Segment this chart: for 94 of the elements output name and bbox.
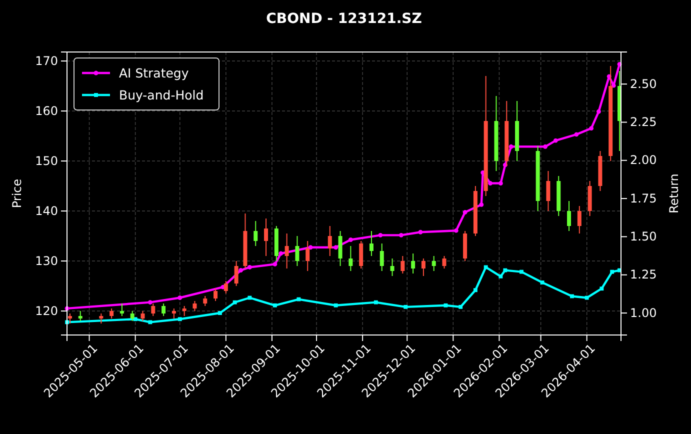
chart-title: CBOND - 123121.SZ — [266, 11, 422, 27]
y2-tick-label: 1.00 — [630, 306, 657, 320]
candlestick — [110, 308, 114, 319]
candlestick — [411, 253, 416, 274]
y-tick-label: 160 — [35, 104, 58, 118]
point — [232, 300, 237, 304]
point — [178, 296, 182, 300]
point — [247, 265, 252, 270]
candlestick — [359, 240, 364, 269]
legend-label: Buy-and-Hold — [119, 88, 204, 102]
point — [444, 303, 448, 308]
point — [133, 317, 138, 322]
y-tick-label: 150 — [35, 154, 58, 168]
point — [272, 303, 277, 308]
point — [540, 280, 544, 284]
candlestick — [162, 303, 166, 316]
y2-tick-label: 2.25 — [630, 115, 657, 130]
y2-tick-label: 1.50 — [630, 230, 657, 244]
point — [418, 230, 423, 234]
point — [278, 251, 284, 256]
point — [553, 138, 558, 143]
candlestick — [192, 300, 197, 312]
y2-tick-label: 2.00 — [630, 153, 657, 168]
candlestick — [567, 200, 572, 232]
point — [596, 109, 601, 114]
candlestick — [421, 258, 426, 276]
candlestick — [214, 288, 218, 302]
point — [148, 300, 152, 305]
candlestick — [264, 218, 268, 256]
point — [178, 317, 182, 322]
point — [543, 144, 548, 149]
point — [520, 270, 524, 274]
point — [462, 210, 468, 214]
point — [488, 181, 493, 186]
candlestick — [120, 303, 124, 316]
y-tick-label: 170 — [35, 54, 58, 68]
point — [503, 268, 508, 272]
point — [479, 202, 484, 207]
y2-tick-label: 1.25 — [630, 268, 657, 282]
candlestick — [99, 313, 104, 324]
point — [334, 245, 338, 250]
y-tick-label: 140 — [35, 204, 58, 218]
candlestick — [400, 256, 405, 274]
candlestick — [140, 310, 145, 322]
candlestick — [432, 256, 436, 272]
candlestick — [577, 206, 582, 234]
point — [600, 286, 604, 291]
y2-axis-title: Return — [667, 174, 681, 214]
candlestick — [172, 308, 176, 319]
point — [248, 296, 252, 300]
y-tick-label: 130 — [35, 254, 58, 268]
point — [589, 126, 594, 131]
candlestick — [254, 220, 258, 246]
point — [484, 265, 488, 270]
point — [473, 288, 478, 292]
candlestick — [78, 310, 82, 322]
candlestick — [284, 233, 289, 269]
y-axis-title: Price — [10, 178, 24, 208]
point — [610, 270, 614, 274]
point — [498, 274, 503, 278]
candlestick — [151, 303, 156, 316]
point — [334, 303, 338, 308]
point — [458, 304, 463, 309]
y2-tick-label: 2.50 — [630, 76, 657, 91]
candlestick — [546, 170, 550, 212]
candlestick — [390, 258, 394, 276]
point — [374, 300, 378, 304]
point — [584, 296, 589, 300]
candlestick — [182, 306, 186, 316]
point — [348, 238, 353, 242]
y-tick-label: 120 — [35, 304, 58, 318]
point — [574, 132, 579, 137]
point — [296, 297, 301, 302]
point — [308, 245, 313, 250]
candlestick — [295, 236, 300, 266]
point — [498, 181, 503, 186]
point — [238, 268, 243, 272]
point — [404, 304, 408, 309]
point — [508, 144, 514, 149]
point — [378, 232, 383, 238]
y2-tick-label: 1.75 — [630, 191, 657, 206]
candlestick — [380, 243, 384, 272]
point — [148, 320, 152, 324]
point — [570, 294, 574, 298]
point — [218, 311, 222, 315]
candlestick — [442, 256, 446, 269]
candlestick — [369, 230, 374, 256]
candlestick — [328, 226, 332, 256]
point — [454, 228, 458, 233]
point — [272, 262, 278, 266]
legend-label: AI Strategy — [119, 66, 190, 80]
point — [398, 232, 404, 238]
candlestick — [203, 296, 208, 306]
candlestick — [348, 246, 353, 272]
